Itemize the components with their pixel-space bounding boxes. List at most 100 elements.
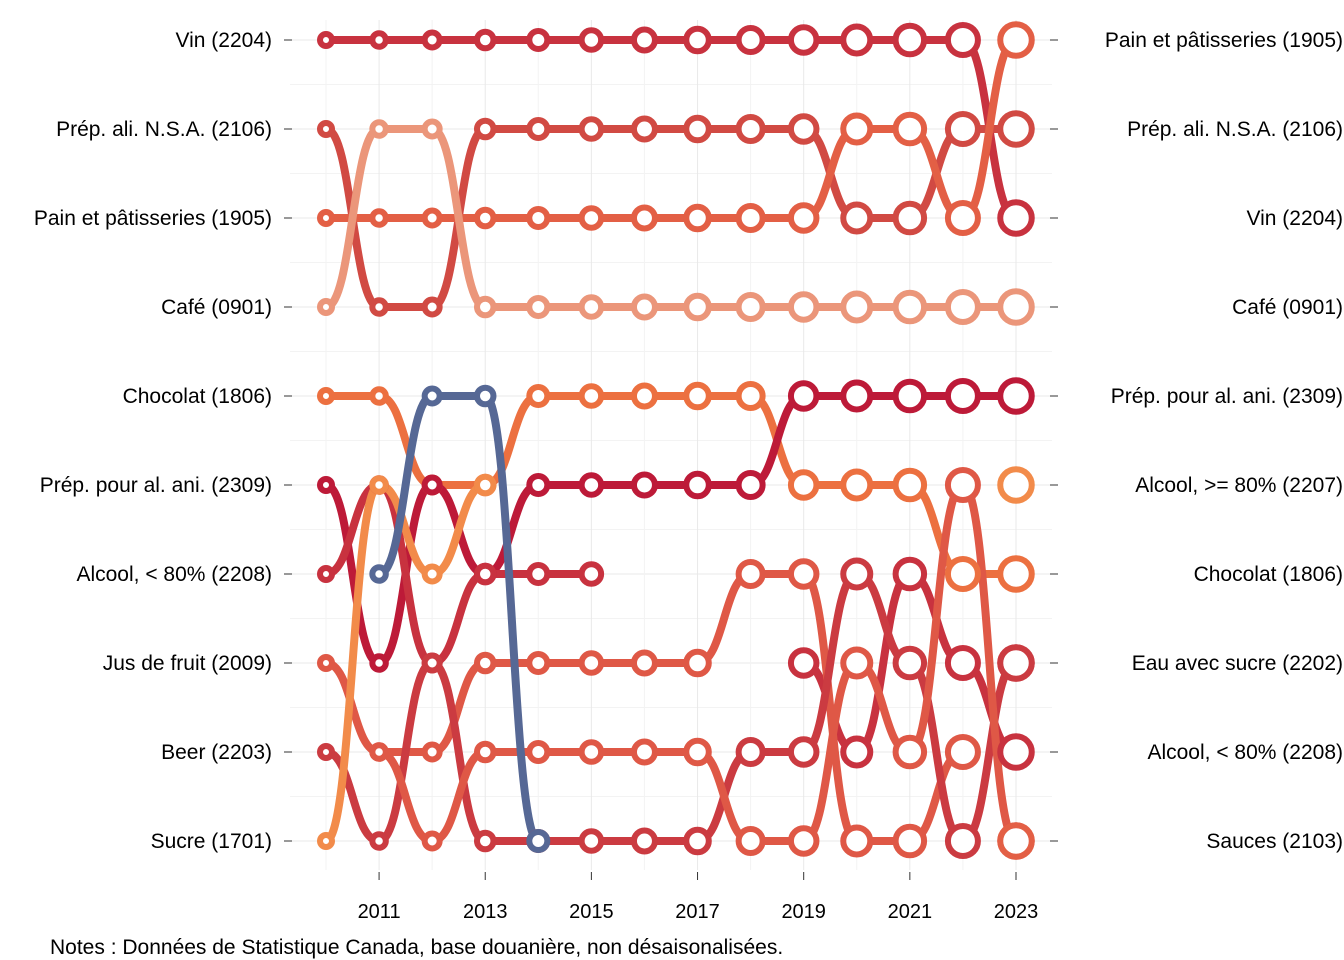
series-point — [944, 289, 981, 325]
x-tick-label: 2011 — [358, 901, 401, 923]
series-point — [421, 118, 443, 140]
left-label: Prép. pour al. ani. (2309) — [40, 474, 272, 497]
series-point — [578, 472, 605, 498]
series-point — [735, 826, 766, 856]
right-label: Alcool, < 80% (2208) — [1147, 741, 1343, 764]
series-point — [630, 738, 658, 766]
series-point — [369, 831, 389, 851]
series-point — [997, 21, 1035, 59]
left-label: Pain et pâtisseries (1905) — [34, 207, 272, 230]
series-point — [317, 476, 335, 494]
left-label: Café (0901) — [161, 296, 272, 319]
series-point — [892, 645, 928, 681]
series-point — [421, 563, 443, 585]
x-tick-label: 2015 — [569, 901, 614, 923]
series-point — [840, 290, 874, 324]
series-point — [317, 298, 335, 316]
chart-note: Notes : Données de Statistique Canada, b… — [50, 936, 783, 959]
series-point — [369, 208, 389, 228]
series-point — [473, 740, 497, 764]
series-point — [630, 382, 658, 410]
series-point — [317, 743, 335, 761]
series-point — [526, 740, 551, 764]
series-point — [997, 644, 1035, 682]
series-point — [317, 565, 335, 583]
series-point — [944, 111, 981, 147]
left-label: Sucre (1701) — [151, 830, 272, 853]
series-point — [840, 646, 874, 680]
series-point — [369, 475, 389, 495]
series-point — [944, 467, 981, 503]
series-point — [421, 652, 443, 674]
series-point — [369, 653, 389, 673]
series-point — [997, 555, 1035, 593]
series-point — [683, 292, 712, 322]
series-point — [997, 288, 1035, 326]
series-point — [840, 557, 874, 591]
series-point — [840, 379, 874, 413]
series-point — [944, 378, 981, 414]
series-point — [787, 202, 820, 234]
series-point — [526, 206, 551, 230]
series-point — [473, 206, 497, 230]
left-label: Vin (2204) — [175, 29, 272, 52]
series-point — [578, 205, 605, 231]
right-label: Vin (2204) — [1246, 207, 1343, 230]
series-point — [683, 114, 712, 144]
series-point — [369, 742, 389, 762]
series-point — [473, 28, 497, 52]
series-point — [944, 200, 981, 236]
series-point — [473, 562, 497, 586]
series-point — [892, 111, 928, 147]
series-point — [683, 203, 712, 233]
series-point — [892, 200, 928, 236]
right-label: Eau avec sucre (2202) — [1132, 652, 1343, 675]
series-point — [840, 112, 874, 146]
series-point — [630, 649, 658, 677]
grid-lines — [290, 20, 1052, 870]
left-label: Chocolat (1806) — [123, 385, 272, 408]
series-point — [630, 293, 658, 321]
series-point — [369, 386, 389, 406]
series-point — [892, 734, 928, 770]
left-rank-labels: Vin (2204) Prép. ali. N.S.A. (2106) Pain e… — [34, 29, 292, 853]
x-tick-label: 2023 — [994, 901, 1039, 923]
left-label: Jus de fruit (2009) — [103, 652, 272, 675]
series-point — [892, 378, 928, 414]
right-label: Chocolat (1806) — [1194, 563, 1343, 586]
series-point — [735, 203, 766, 233]
series-point — [317, 209, 335, 227]
series-point — [630, 26, 658, 54]
series-point — [369, 564, 389, 584]
series-point — [526, 473, 551, 497]
series-point — [526, 28, 551, 52]
series-point — [421, 741, 443, 763]
series-point — [787, 558, 820, 590]
series-point — [526, 295, 551, 319]
series-point — [683, 470, 712, 500]
series-point — [630, 471, 658, 499]
series-point — [421, 207, 443, 229]
series-point — [317, 832, 335, 850]
left-label: Prép. ali. N.S.A. (2106) — [56, 118, 272, 141]
series-point — [944, 556, 981, 592]
series-point — [944, 823, 981, 859]
series-point — [578, 650, 605, 676]
series-point — [892, 467, 928, 503]
series-point — [526, 651, 551, 675]
series-point — [997, 733, 1035, 771]
series-point — [473, 473, 497, 497]
series-point — [735, 114, 766, 144]
x-tick-label: 2017 — [675, 901, 720, 923]
series-point — [421, 385, 443, 407]
series-point — [944, 645, 981, 681]
series-point — [892, 556, 928, 592]
series-line — [322, 124, 1020, 312]
series-point — [473, 384, 497, 408]
series-point — [787, 291, 820, 323]
series-point — [735, 737, 766, 767]
series-point — [787, 825, 820, 857]
series-point — [735, 25, 766, 55]
series-point — [317, 31, 335, 49]
